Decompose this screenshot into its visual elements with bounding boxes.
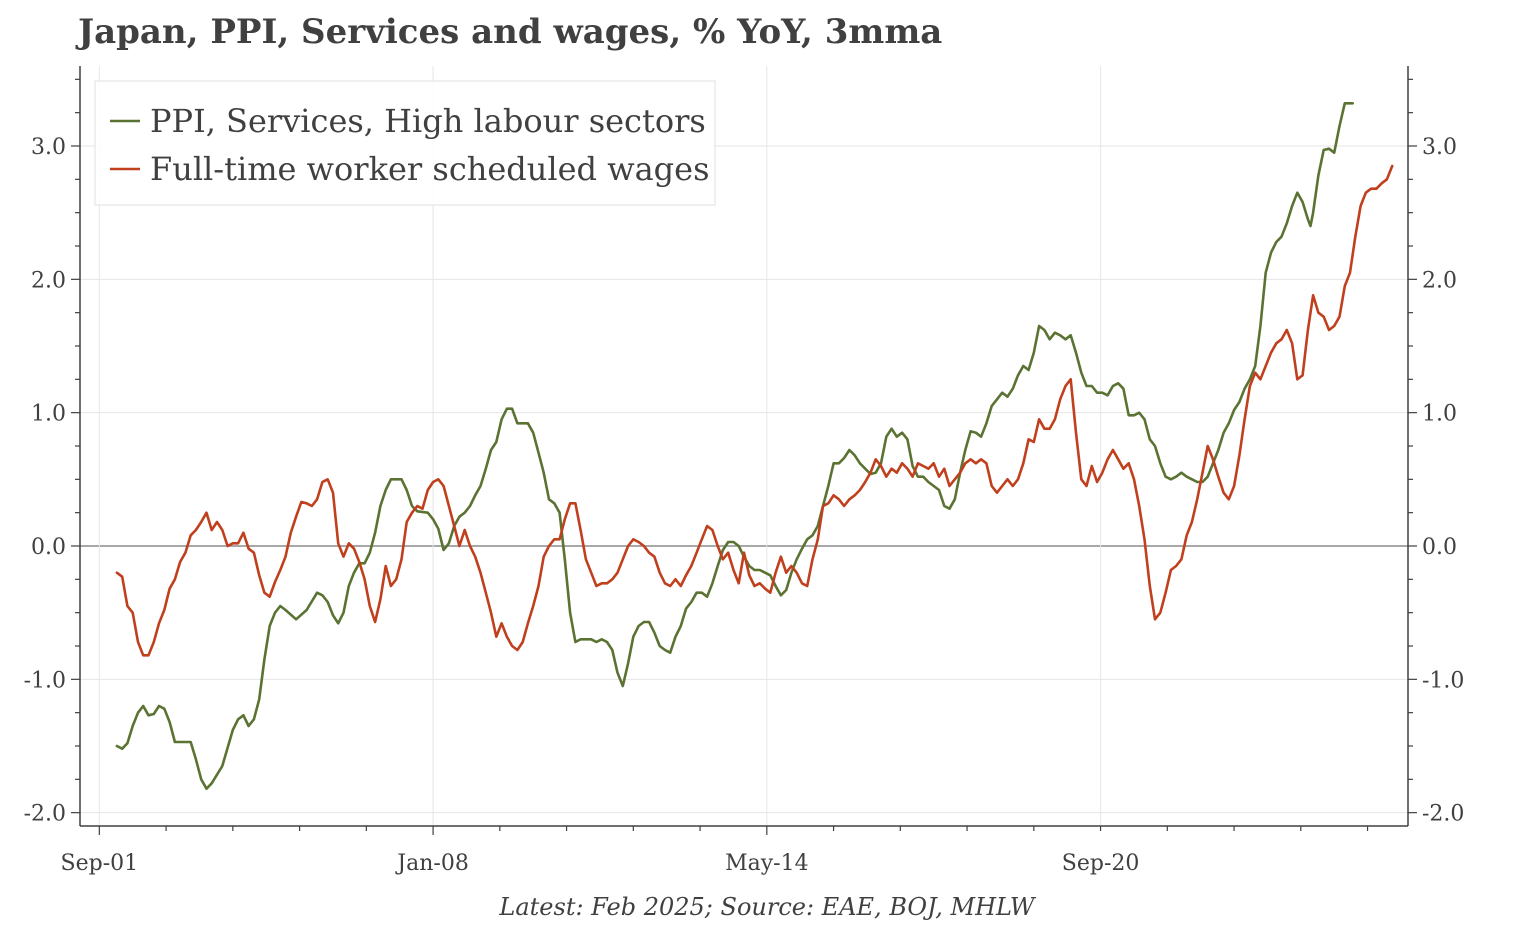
y-tick-label-right: -2.0 bbox=[1422, 802, 1464, 827]
x-tick-label: Sep-20 bbox=[1062, 851, 1140, 876]
y-tick-label-right: -1.0 bbox=[1422, 668, 1464, 693]
y-tick-label-right: 2.0 bbox=[1422, 268, 1457, 293]
y-tick-label-left: 0.0 bbox=[31, 535, 66, 560]
y-tick-label-right: 1.0 bbox=[1422, 402, 1457, 427]
axis-layer: -2.0 -2.0 -1.0 -1.0 0.0 0.0 1.0 1.0 2.0 2.0 3.0 3.0… bbox=[24, 66, 1464, 876]
legend: PPI, Services, High labour sectors Full-t… bbox=[94, 80, 716, 206]
y-tick-label-right: 3.0 bbox=[1422, 135, 1457, 160]
y-tick-label-right: 0.0 bbox=[1422, 535, 1457, 560]
y-tick-label-left: 3.0 bbox=[31, 135, 66, 160]
y-tick-label-left: 1.0 bbox=[31, 402, 66, 427]
y-tick-label-left: -1.0 bbox=[24, 668, 66, 693]
source-note: Latest: Feb 2025; Source: EAE, BOJ, MHLW bbox=[499, 893, 1035, 921]
legend-label: Full-time worker scheduled wages bbox=[150, 150, 710, 188]
y-tick-label-left: -2.0 bbox=[24, 802, 66, 827]
x-tick-label: Jan-08 bbox=[395, 851, 469, 876]
series-line-ppi-services bbox=[115, 102, 1354, 790]
chart-title: Japan, PPI, Services and wages, % YoY, 3… bbox=[78, 12, 943, 52]
legend-label: PPI, Services, High labour sectors bbox=[150, 102, 706, 140]
y-tick-label-left: 2.0 bbox=[31, 268, 66, 293]
series-layer bbox=[115, 102, 1394, 790]
x-tick-label: May-14 bbox=[725, 851, 809, 876]
x-tick-label: Sep-01 bbox=[61, 851, 139, 876]
series-line-wages bbox=[115, 164, 1394, 657]
